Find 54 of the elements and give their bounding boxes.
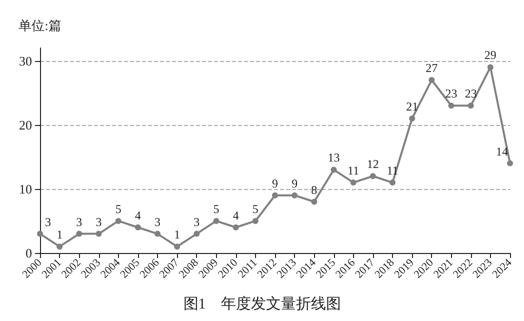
data-label: 29 [484,48,496,62]
point [194,230,200,237]
data-label: 3 [96,214,102,229]
data-label: 1 [174,228,180,242]
text: 图1 年度发文量折线图 [183,296,341,312]
data-label: 23 [464,86,477,101]
y-axis-title: 单位:篇 [18,18,62,33]
data-label: 5 [115,202,122,216]
point [409,115,416,122]
point [37,230,43,237]
data-label: 4 [134,208,141,222]
point [174,244,180,250]
data-label: 23 [445,86,458,101]
point [213,218,220,224]
point [56,244,63,250]
y-tick-label: 10 [19,181,32,196]
point [448,102,454,109]
y-tick-label: 20 [19,117,32,132]
data-label: 3 [154,214,160,229]
data-label: 1 [56,228,63,242]
data-label: 21 [406,99,418,114]
y-tick-label: 30 [19,53,32,68]
point [76,230,82,237]
data-label: 27 [426,61,438,76]
data-label: 3 [194,214,200,229]
point [468,102,474,109]
data-label: 3 [45,214,51,229]
point [272,192,278,198]
point [350,180,356,186]
data-label: 4 [232,208,239,222]
data-label: 3 [76,214,82,229]
data-label: 9 [292,176,298,190]
data-label: 8 [311,182,318,197]
point [507,160,513,166]
point [96,230,102,237]
point [252,218,258,224]
data-label: 5 [252,202,258,216]
point [134,224,141,230]
point [370,173,376,180]
data-label: 11 [348,164,360,178]
data-label: 9 [272,176,278,190]
point [428,77,435,84]
data-label: 5 [213,202,220,216]
point [115,218,122,224]
point [292,192,298,198]
data-label: 12 [366,157,379,172]
point [390,180,396,186]
y-tick-label: 0 [26,246,32,260]
data-label: 13 [328,150,340,165]
point [232,224,239,230]
point [487,64,494,70]
point [330,166,337,173]
point [311,198,318,205]
point [154,230,160,237]
